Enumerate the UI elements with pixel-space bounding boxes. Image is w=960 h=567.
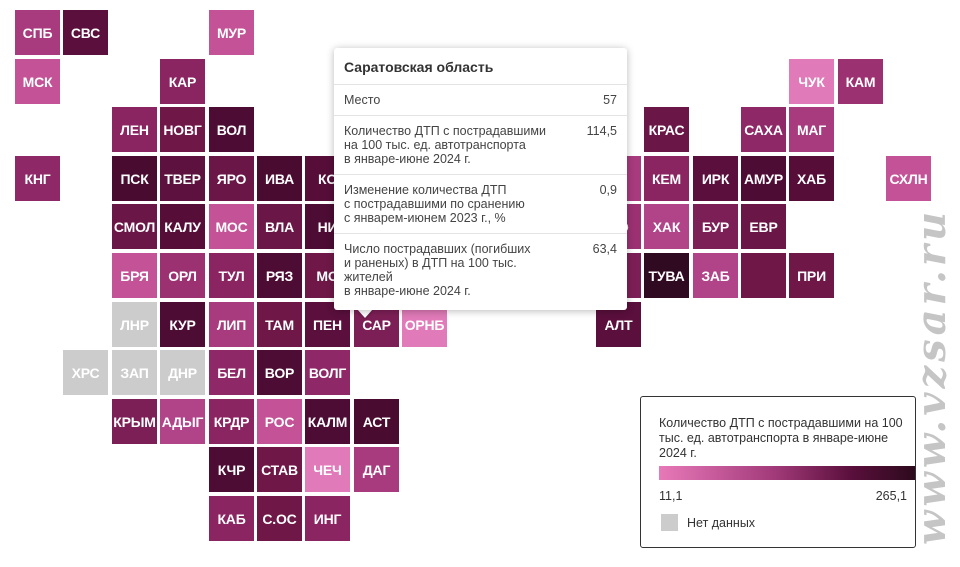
tooltip-row-change: Изменение количества ДТП с пострадавшими… [334,175,627,234]
region-tile[interactable]: ЗАБ [693,253,738,298]
tooltip-row-accidents: Количество ДТП с пострадавшими на 100 ты… [334,116,627,175]
region-tile[interactable] [741,253,786,298]
region-tile[interactable]: ВОР [257,350,302,395]
region-tile[interactable]: ВЛА [257,204,302,249]
region-tile[interactable]: КАБ [209,496,254,541]
region-tile[interactable]: ТАМ [257,302,302,347]
region-tile[interactable]: КАЛУ [160,204,205,249]
region-tile[interactable]: БУР [693,204,738,249]
region-tile[interactable]: ДНР [160,350,205,395]
region-tile[interactable]: ЛНР [112,302,157,347]
region-tile[interactable]: БРЯ [112,253,157,298]
tooltip-label: Изменение количества ДТП с пострадавшими… [344,183,525,225]
tooltip-value: 63,4 [592,242,617,256]
legend-max-label: 265,1 [875,489,907,503]
tooltip-value: 57 [603,93,617,107]
region-tile[interactable]: ТУЛ [209,253,254,298]
region-tile[interactable]: СХЛН [886,156,931,201]
region-tile[interactable]: НОВГ [160,107,205,152]
region-tile[interactable]: ДАГ [354,447,399,492]
legend-min-label: 11,1 [659,489,683,503]
region-tile[interactable]: ИВА [257,156,302,201]
tooltip-label: Количество ДТП с пострадавшими на 100 ты… [344,124,546,166]
tooltip-label: Место [344,93,381,107]
tooltip-row-victims: Число пострадавших (погибших и раненых) … [334,234,627,306]
region-tile[interactable]: МУР [209,10,254,55]
region-tile[interactable]: ЕВР [741,204,786,249]
tooltip-label: Число пострадавших (погибших и раненых) … [344,242,531,298]
region-tile[interactable]: ЛИП [209,302,254,347]
region-tile[interactable]: АМУР [741,156,786,201]
region-tile[interactable]: КАР [160,59,205,104]
region-tile[interactable]: СПБ [15,10,60,55]
region-tile[interactable]: ХРС [63,350,108,395]
region-tile[interactable]: ТУВА [644,253,689,298]
region-tile[interactable]: ИРК [693,156,738,201]
region-tile[interactable]: ВОЛГ [305,350,350,395]
region-tile[interactable]: РОС [257,399,302,444]
region-tile[interactable]: СВС [63,10,108,55]
region-tile[interactable]: КУР [160,302,205,347]
region-tile[interactable]: МОС [209,204,254,249]
tooltip-value: 0,9 [599,183,617,197]
color-legend: Количество ДТП с пострадавшими на 100 ты… [640,396,916,548]
region-tile[interactable]: БЕЛ [209,350,254,395]
region-tile[interactable]: МСК [15,59,60,104]
region-tile[interactable]: КЧР [209,447,254,492]
tooltip-value: 114,5 [586,124,617,138]
region-tile[interactable]: КАЛМ [305,399,350,444]
region-tile[interactable]: ВОЛ [209,107,254,152]
region-tile[interactable]: АЛТ [596,302,641,347]
legend-title: Количество ДТП с пострадавшими на 100 ты… [659,416,903,460]
region-tile[interactable]: КРДР [209,399,254,444]
region-tile[interactable]: ИНГ [305,496,350,541]
watermark: www.vzsar.ru [908,207,955,545]
region-tile[interactable]: РЯЗ [257,253,302,298]
tooltip-pointer [357,309,373,318]
region-tile[interactable]: ЧЕЧ [305,447,350,492]
region-tile[interactable]: АДЫГ [160,399,205,444]
region-tile[interactable]: ЗАП [112,350,157,395]
region-tile[interactable]: ЧУК [789,59,834,104]
region-tile[interactable]: С.ОС [257,496,302,541]
region-tile[interactable]: ЯРО [209,156,254,201]
region-tile[interactable]: ХАК [644,204,689,249]
region-tile[interactable]: САХА [741,107,786,152]
legend-no-data-swatch [661,514,678,531]
region-tile[interactable]: КАМ [838,59,883,104]
region-tile[interactable]: ЛЕН [112,107,157,152]
legend-gradient-bar [659,466,915,480]
region-tile[interactable]: КРАС [644,107,689,152]
region-tile[interactable]: ХАБ [789,156,834,201]
region-tile[interactable]: ОРЛ [160,253,205,298]
legend-no-data-label: Нет данных [687,516,756,530]
region-tile[interactable]: ПСК [112,156,157,201]
region-tile[interactable]: ТВЕР [160,156,205,201]
region-tile[interactable]: АСТ [354,399,399,444]
region-tile[interactable]: КНГ [15,156,60,201]
region-tile[interactable]: СТАВ [257,447,302,492]
tooltip-row-rank: Место 57 [334,85,627,116]
region-tile[interactable]: СМОЛ [112,204,157,249]
region-tooltip: Саратовская область Место 57 Количество … [334,48,627,310]
tooltip-title: Саратовская область [334,48,627,85]
region-tile[interactable]: КЕМ [644,156,689,201]
region-tile[interactable]: ПРИ [789,253,834,298]
region-tile[interactable]: МАГ [789,107,834,152]
region-tile[interactable]: КРЫМ [112,399,157,444]
